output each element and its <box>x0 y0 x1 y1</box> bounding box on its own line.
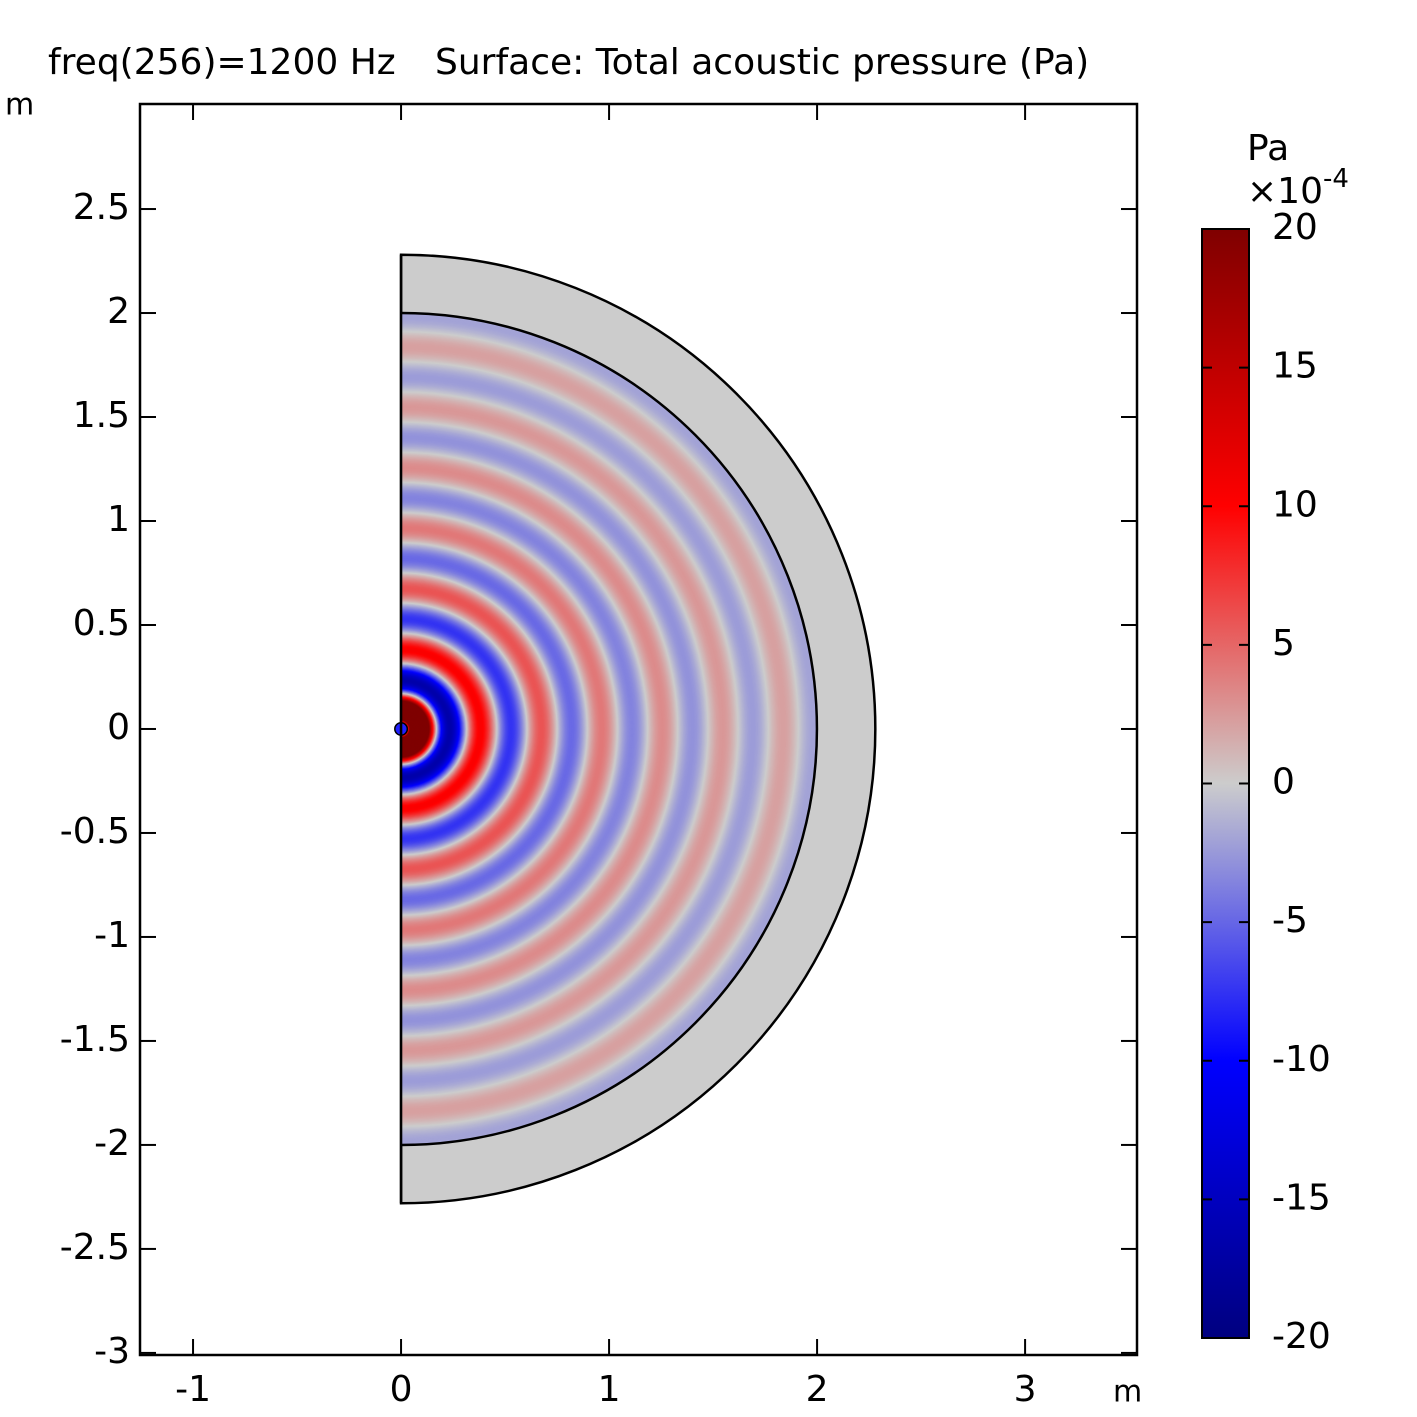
x-tick-label: -1 <box>175 1369 211 1410</box>
y-tick-label: 2.5 <box>73 187 130 228</box>
exponent: -4 <box>1323 164 1349 194</box>
x-tick-label: 2 <box>806 1369 829 1410</box>
colorbar-tick-label: -10 <box>1272 1039 1331 1080</box>
field <box>401 313 817 1145</box>
colorbar-tick-label: -5 <box>1272 900 1308 941</box>
y-unit: m <box>5 88 34 123</box>
y-tick-label: -1 <box>94 915 130 956</box>
y-tick-label: 1.5 <box>73 395 130 436</box>
y-tick-label: -2 <box>94 1123 130 1164</box>
colorbar-tick-label: 0 <box>1272 762 1295 803</box>
chart-subtitle: Surface: Total acoustic pressure (Pa) <box>435 42 1089 83</box>
colorbar-multiplier: ×10-4 <box>1247 164 1349 213</box>
y-tick-label: 0 <box>107 707 130 748</box>
x-tick-label: 3 <box>1014 1369 1037 1410</box>
y-tick-label: -1.5 <box>60 1019 130 1060</box>
colorbar-tick-label: -15 <box>1272 1177 1331 1218</box>
x-tick-label: 1 <box>598 1369 621 1410</box>
y-tick-label: 1 <box>107 499 130 540</box>
y-tick-label: 0.5 <box>73 603 130 644</box>
colorbar-tick-label: 20 <box>1272 207 1318 248</box>
multiplier: ×10 <box>1247 171 1323 212</box>
colorbar-tick-label: 15 <box>1272 346 1318 387</box>
colorbar-unit: Pa <box>1247 128 1289 169</box>
y-tick-label: 2 <box>107 291 130 332</box>
colorbar-tick-label: 10 <box>1272 484 1318 525</box>
x-unit: m <box>1113 1375 1142 1410</box>
colorbar-tick-label: 5 <box>1272 623 1295 664</box>
y-tick-label: -0.5 <box>60 811 130 852</box>
chart-title: freq(256)=1200 Hz <box>48 42 396 83</box>
y-tick-label: -2.5 <box>60 1227 130 1268</box>
x-tick-label: 0 <box>390 1369 413 1410</box>
colorbar-tick-label: -20 <box>1272 1316 1331 1357</box>
y-tick-label: -3 <box>94 1331 130 1372</box>
